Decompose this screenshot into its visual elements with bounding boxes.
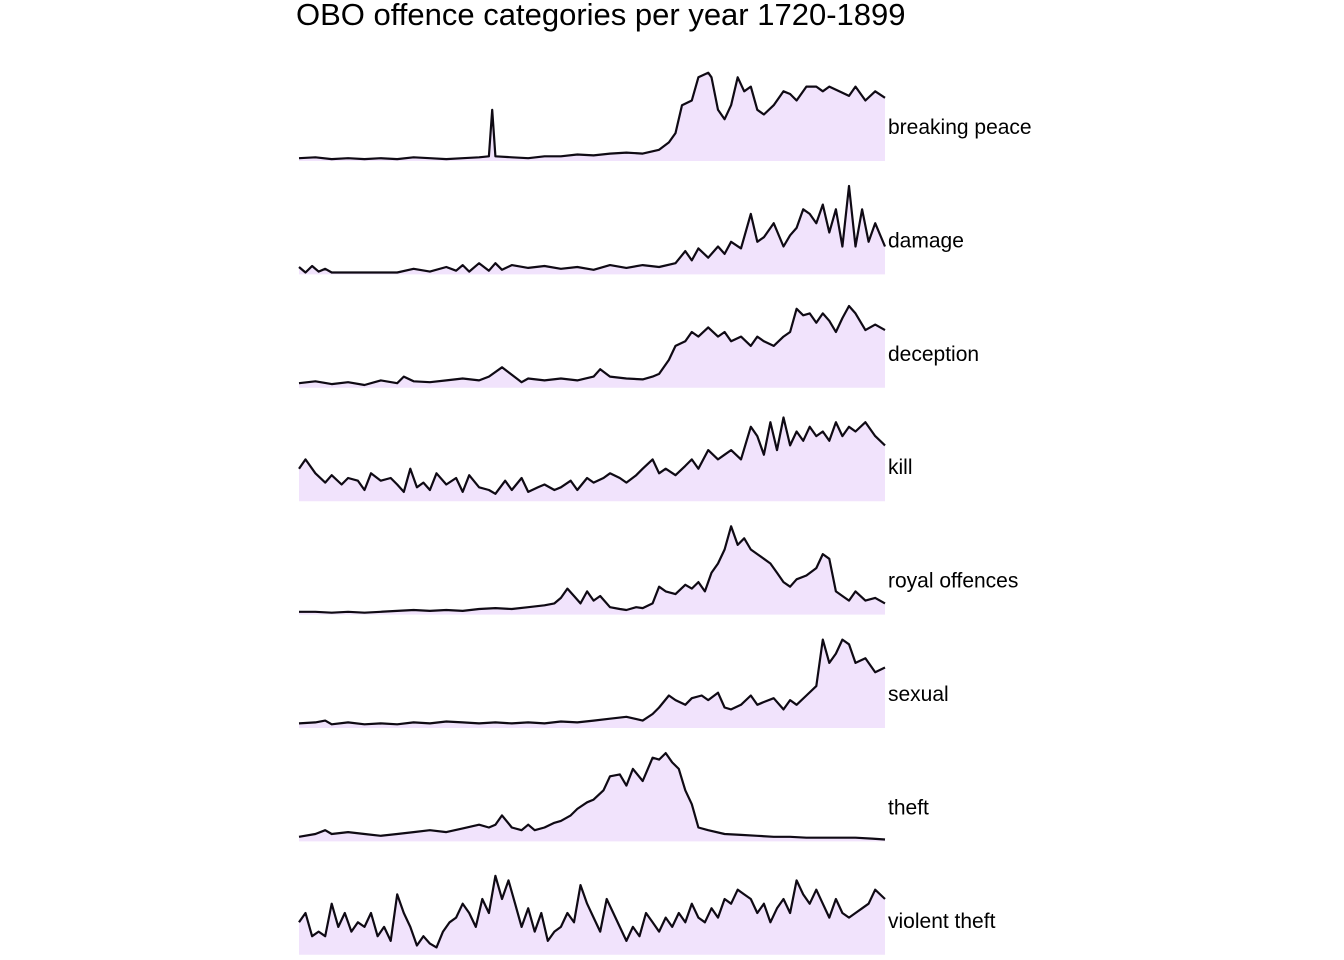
line-sexual bbox=[298, 638, 886, 726]
label-kill: kill bbox=[888, 456, 913, 479]
area-kill bbox=[299, 417, 885, 502]
label-violent-theft: violent theft bbox=[888, 910, 996, 933]
line-kill bbox=[298, 416, 886, 495]
area-breaking-peace bbox=[299, 72, 885, 161]
area-damage bbox=[299, 186, 885, 275]
panel-royal-offences: royal offences bbox=[299, 525, 1018, 615]
panel-sexual: sexual bbox=[298, 638, 949, 728]
panel-deception: deception bbox=[298, 304, 979, 388]
panel-breaking-peace: breaking peace bbox=[298, 71, 1032, 161]
panels: breaking peace damage deception kill royal o… bbox=[298, 71, 1032, 955]
label-royal-offences: royal offences bbox=[888, 570, 1018, 593]
panel-damage: damage bbox=[298, 184, 964, 275]
line-royal-offences bbox=[299, 525, 886, 614]
area-deception bbox=[299, 306, 885, 388]
label-breaking-peace: breaking peace bbox=[888, 116, 1032, 139]
line-violent-theft bbox=[298, 874, 886, 949]
line-breaking-peace bbox=[298, 71, 886, 161]
area-sexual bbox=[299, 639, 885, 728]
label-damage: damage bbox=[888, 229, 964, 252]
panel-violent-theft: violent theft bbox=[298, 874, 996, 955]
label-sexual: sexual bbox=[888, 683, 949, 706]
line-damage bbox=[298, 184, 887, 274]
line-theft bbox=[298, 752, 886, 841]
label-theft: theft bbox=[888, 796, 929, 819]
area-royal-offences bbox=[299, 526, 885, 615]
chart-title: OBO offence categories per year 1720-189… bbox=[296, 0, 905, 32]
panel-kill: kill bbox=[298, 416, 913, 502]
label-deception: deception bbox=[888, 343, 979, 366]
line-deception bbox=[298, 304, 886, 387]
panel-theft: theft bbox=[298, 752, 929, 842]
area-theft bbox=[299, 753, 885, 842]
